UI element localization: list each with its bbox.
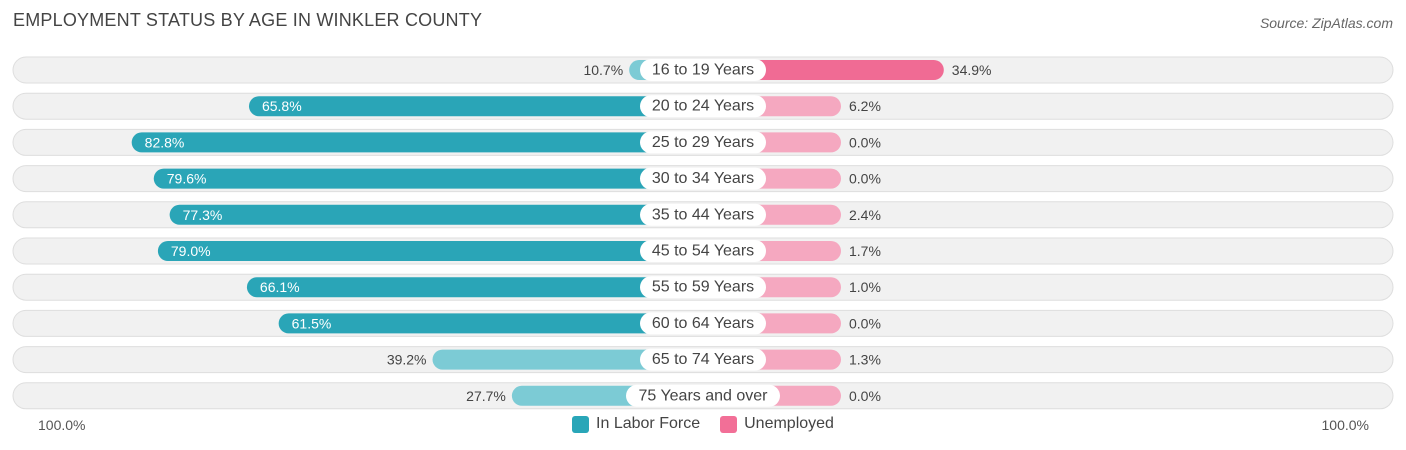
bar-labor-force bbox=[248, 96, 704, 117]
legend-swatch-labor-force bbox=[572, 415, 590, 433]
label-labor-force: 66.1% bbox=[260, 279, 300, 295]
legend-swatch-unemployed bbox=[720, 415, 738, 433]
employment-chart: 10.7% 34.9% 16 to 19 Years 65.8% 6.2% 20 to 2… bbox=[12, 56, 1394, 410]
label-unemployed: 0.0% bbox=[849, 388, 881, 404]
bar-labor-force bbox=[157, 241, 703, 261]
category-label: 20 to 24 Years bbox=[652, 98, 754, 115]
bar-labor-force bbox=[246, 277, 703, 298]
label-labor-force: 79.0% bbox=[171, 243, 211, 259]
category-pill bbox=[640, 312, 766, 335]
label-labor-force: 10.7% bbox=[583, 62, 623, 78]
axis-left-label: 100.0% bbox=[38, 417, 86, 433]
label-unemployed: 0.0% bbox=[849, 315, 881, 331]
category-label: 75 Years and over bbox=[639, 387, 769, 404]
label-unemployed: 0.0% bbox=[849, 134, 881, 150]
label-labor-force: 27.7% bbox=[466, 388, 506, 404]
label-labor-force: 79.6% bbox=[167, 171, 207, 187]
label-unemployed: 6.2% bbox=[849, 98, 881, 114]
bar-labor-force bbox=[432, 349, 703, 370]
category-pill bbox=[640, 167, 766, 190]
label-labor-force: 61.5% bbox=[292, 315, 332, 331]
category-label: 30 to 34 Years bbox=[652, 170, 754, 187]
bar-labor-force bbox=[131, 132, 703, 153]
legend-item-labor-force: In Labor Force bbox=[572, 415, 700, 433]
axis-right-label: 100.0% bbox=[1321, 417, 1369, 433]
label-unemployed: 0.0% bbox=[849, 171, 881, 187]
category-pill bbox=[640, 348, 766, 371]
label-unemployed: 1.0% bbox=[849, 279, 881, 295]
label-labor-force: 77.3% bbox=[183, 207, 223, 223]
category-label: 25 to 29 Years bbox=[652, 134, 754, 151]
legend: In Labor Force Unemployed bbox=[0, 415, 1406, 433]
bar-labor-force bbox=[169, 204, 703, 225]
category-pill bbox=[626, 384, 780, 407]
label-unemployed: 34.9% bbox=[952, 62, 992, 78]
category-label: 35 to 44 Years bbox=[652, 206, 754, 223]
legend-item-unemployed: Unemployed bbox=[720, 415, 834, 433]
label-labor-force: 39.2% bbox=[387, 352, 427, 368]
legend-label-unemployed: Unemployed bbox=[744, 415, 834, 432]
chart-title: EMPLOYMENT STATUS BY AGE IN WINKLER COUN… bbox=[13, 10, 483, 30]
category-label: 55 to 59 Years bbox=[652, 279, 754, 296]
label-unemployed: 2.4% bbox=[849, 207, 881, 223]
bar-labor-force bbox=[278, 313, 703, 334]
label-labor-force: 82.8% bbox=[145, 134, 185, 150]
source-note: Source: ZipAtlas.com bbox=[1259, 15, 1393, 31]
label-unemployed: 1.3% bbox=[849, 352, 881, 368]
category-pill bbox=[640, 240, 766, 262]
label-labor-force: 65.8% bbox=[262, 98, 302, 114]
legend-label-labor-force: In Labor Force bbox=[596, 415, 701, 432]
bar-labor-force bbox=[153, 168, 703, 189]
category-pill bbox=[640, 131, 766, 154]
category-label: 45 to 54 Years bbox=[652, 243, 754, 260]
category-label: 16 to 19 Years bbox=[652, 62, 754, 79]
label-unemployed: 1.7% bbox=[849, 243, 881, 259]
category-label: 65 to 74 Years bbox=[652, 351, 754, 368]
category-pill bbox=[640, 276, 766, 299]
category-label: 60 to 64 Years bbox=[652, 315, 754, 332]
category-pill bbox=[640, 95, 766, 118]
category-pill bbox=[640, 203, 766, 226]
category-pill bbox=[640, 59, 766, 81]
